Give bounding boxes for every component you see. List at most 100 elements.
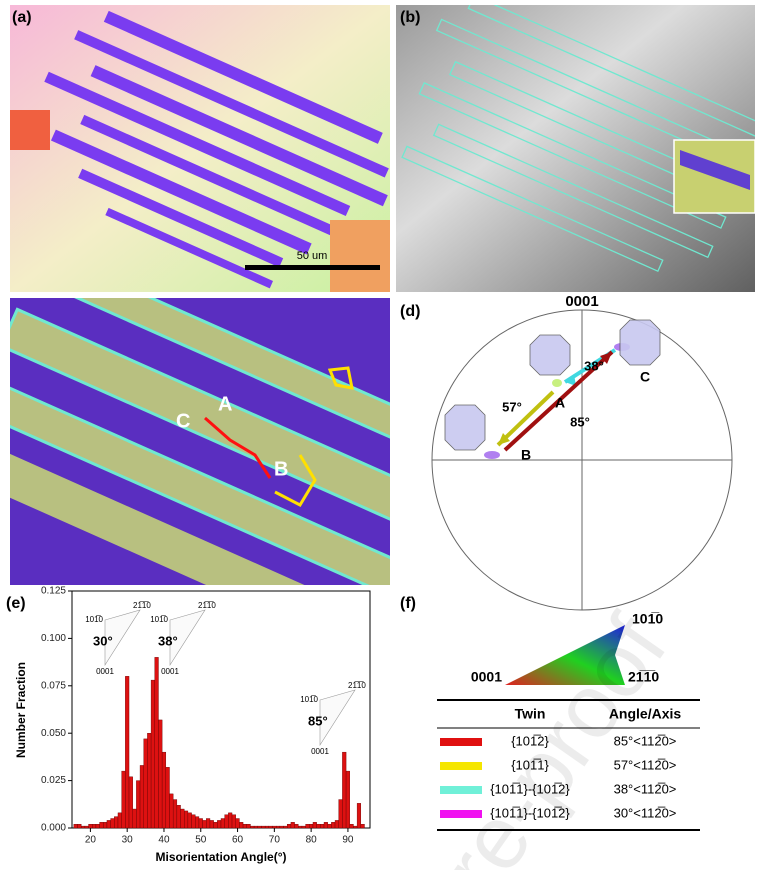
bar [213, 822, 218, 829]
bar [338, 799, 343, 829]
inset-label: 101̅0 [300, 695, 318, 704]
scale-bar-label: 50 um [297, 250, 328, 262]
bar [264, 825, 270, 829]
legend-swatch [440, 738, 482, 746]
inset-label: 21̅1̅0 [198, 601, 216, 610]
twin-cell: {101̅1} [511, 757, 549, 772]
bar [345, 770, 350, 829]
twin-cell: {101̅2} [511, 733, 549, 748]
panel-label: (f) [400, 595, 416, 612]
bar [228, 812, 233, 829]
bar [191, 814, 196, 829]
inset-angle: 38° [158, 633, 178, 648]
point-label: A [218, 393, 232, 415]
twin-table: Twin Angle/Axis {101̅2} 85°<112̅0> {101̅1}… [437, 699, 700, 831]
bar [139, 765, 144, 829]
bar [356, 803, 362, 829]
bar [77, 824, 82, 829]
bar [184, 810, 189, 829]
bar [305, 824, 310, 829]
inset-label: 0001 [161, 667, 179, 676]
bar [253, 825, 258, 829]
ipf-label: 0001 [471, 669, 502, 685]
bar [298, 825, 303, 829]
legend-swatch [440, 786, 482, 794]
inset-angle: 85° [308, 713, 328, 728]
bar [209, 820, 214, 829]
bar [103, 822, 108, 829]
bar [136, 780, 141, 829]
inset-triangle [169, 609, 206, 667]
point-label: B [521, 447, 531, 463]
x-tick-label: 70 [269, 835, 281, 846]
angle-label: 85° [570, 414, 590, 429]
bar [320, 824, 325, 829]
ipf-triangle [505, 625, 625, 685]
bar [224, 814, 229, 829]
pole-figure [431, 309, 733, 611]
y-tick-label: 0.025 [41, 775, 66, 786]
y-tick-label: 0.100 [41, 633, 66, 644]
table-header: Twin [515, 706, 546, 722]
inset-triangle [319, 689, 356, 747]
x-tick-label: 60 [232, 835, 244, 846]
bar [246, 824, 251, 829]
angle-cell: 30°<112̅0> [614, 805, 677, 820]
inset-label: 21̅1̅0 [348, 681, 366, 690]
bar [80, 825, 86, 829]
y-tick-label: 0.075 [41, 680, 66, 691]
y-tick-label: 0.000 [41, 823, 66, 834]
bar [217, 820, 222, 829]
inset-label: 21̅1̅0 [133, 601, 151, 610]
y-tick-label: 0.050 [41, 728, 66, 739]
bar [312, 822, 317, 829]
bar [287, 824, 292, 829]
bar [294, 824, 299, 829]
x-tick-label: 50 [195, 835, 207, 846]
bar [110, 818, 115, 829]
inset-angle: 30° [93, 633, 113, 648]
bar [154, 657, 159, 829]
bar [195, 816, 200, 829]
bar [84, 825, 89, 829]
angle-label: 57° [502, 399, 522, 414]
angle-label: 38° [584, 358, 604, 373]
panel-label: (e) [6, 595, 26, 612]
bar [88, 824, 93, 829]
bar [95, 824, 100, 829]
bar [169, 793, 174, 829]
angle-cell: 38°<112̅0> [614, 781, 677, 796]
panel-label: (a) [12, 9, 32, 26]
y-tick-label: 0.125 [41, 586, 66, 597]
bar [268, 825, 273, 829]
x-tick-label: 30 [122, 835, 134, 846]
angle-cell: 85°<112̅0> [614, 733, 677, 748]
bar [257, 825, 262, 829]
zoom-map [10, 298, 390, 585]
x-tick-label: 20 [85, 835, 97, 846]
bar [128, 776, 133, 829]
micrograph [396, 5, 755, 292]
panel-label: (d) [400, 303, 420, 320]
table-header: Angle/Axis [609, 706, 682, 722]
bar [92, 824, 97, 829]
inset-label: 101̅0 [150, 615, 168, 624]
inset-label: 0001 [96, 667, 114, 676]
point-label: C [176, 410, 190, 432]
bar [231, 814, 236, 829]
x-tick-label: 80 [306, 835, 318, 846]
bar [353, 825, 358, 829]
bar [250, 825, 255, 829]
bar [198, 818, 203, 829]
bar [334, 820, 339, 829]
bar [73, 824, 78, 829]
bar [187, 812, 192, 829]
inset-triangle [104, 609, 141, 667]
ebsd-map [10, 5, 390, 292]
x-tick-label: 40 [158, 835, 170, 846]
bar [331, 822, 336, 829]
y-axis-label: Number Fraction [14, 662, 28, 758]
x-axis-label: Misorientation Angle(°) [155, 850, 286, 864]
bar [316, 824, 321, 829]
